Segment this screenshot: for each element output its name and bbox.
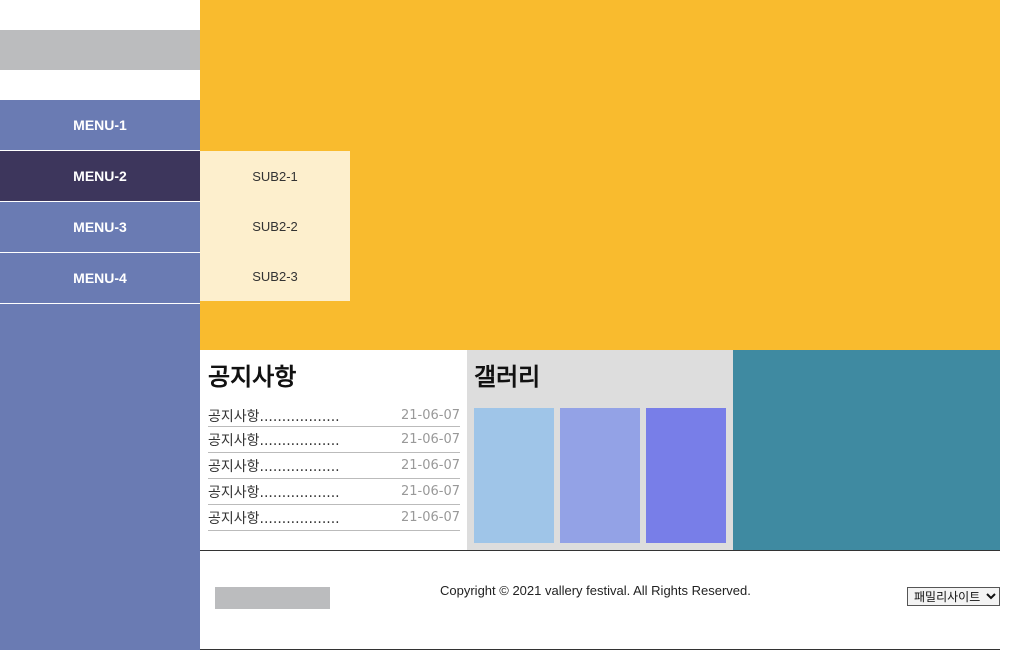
notice-item-title[interactable]: 공지사항.................. (208, 432, 340, 449)
footer: Copyright © 2021 vallery festival. All R… (200, 550, 1000, 650)
notice-section: 공지사항 공지사항.................. 21-06-07 공지사… (200, 350, 467, 550)
notice-item-date: 21-06-07 (400, 458, 460, 473)
sidebar: MENU-1 MENU-2 MENU-3 MENU-4 (0, 0, 200, 650)
menu-item-label: MENU-4 (73, 270, 127, 286)
gallery-title: 갤러리 (474, 363, 541, 391)
submenu-item-3[interactable]: SUB2-3 (200, 251, 350, 301)
notice-item-title[interactable]: 공지사항.................. (208, 484, 340, 501)
gallery-grid (474, 408, 726, 543)
notice-item-title[interactable]: 공지사항.................. (208, 458, 340, 475)
submenu-item-1[interactable]: SUB2-1 (200, 151, 350, 201)
copyright-text: Copyright © 2021 vallery festival. All R… (440, 583, 751, 598)
notice-row[interactable]: 공지사항.................. 21-06-07 (208, 505, 460, 531)
menu-item-label: MENU-2 (73, 168, 127, 184)
menu-item-3[interactable]: MENU-3 (0, 202, 200, 253)
submenu-item-label: SUB2-3 (252, 268, 298, 284)
main-menu: MENU-1 MENU-2 MENU-3 MENU-4 (0, 100, 200, 304)
notice-item-date: 21-06-07 (400, 432, 460, 447)
banner-section[interactable] (733, 350, 1000, 550)
notice-row[interactable]: 공지사항.................. 21-06-07 (208, 453, 460, 479)
menu-item-1[interactable]: MENU-1 (0, 100, 200, 151)
notice-item-date: 21-06-07 (400, 510, 460, 525)
notice-row[interactable]: 공지사항.................. 21-06-07 (208, 405, 460, 427)
gallery-item[interactable] (474, 408, 554, 543)
logo-area (0, 0, 200, 100)
notice-item-date: 21-06-07 (400, 484, 460, 499)
logo[interactable] (0, 30, 200, 70)
notice-item-date: 21-06-07 (400, 408, 460, 423)
gallery-item[interactable] (560, 408, 640, 543)
footer-logo (215, 587, 330, 609)
notice-row[interactable]: 공지사항.................. 21-06-07 (208, 479, 460, 505)
menu-item-2[interactable]: MENU-2 (0, 151, 200, 202)
menu-item-4[interactable]: MENU-4 (0, 253, 200, 304)
menu-item-label: MENU-3 (73, 219, 127, 235)
notice-item-title[interactable]: 공지사항.................. (208, 510, 340, 527)
menu-item-label: MENU-1 (73, 117, 127, 133)
notice-title: 공지사항 (208, 363, 297, 391)
submenu-menu-2: SUB2-1 SUB2-2 SUB2-3 (200, 151, 350, 301)
gallery-section: 갤러리 (467, 350, 733, 550)
submenu-item-2[interactable]: SUB2-2 (200, 201, 350, 251)
notice-list: 공지사항.................. 21-06-07 공지사항....… (208, 405, 460, 531)
gallery-item[interactable] (646, 408, 726, 543)
submenu-item-label: SUB2-1 (252, 168, 298, 184)
family-site-select[interactable]: 패밀리사이트 (907, 587, 1000, 606)
notice-item-title[interactable]: 공지사항.................. (208, 408, 340, 425)
submenu-item-label: SUB2-2 (252, 218, 298, 234)
notice-row[interactable]: 공지사항.................. 21-06-07 (208, 427, 460, 453)
